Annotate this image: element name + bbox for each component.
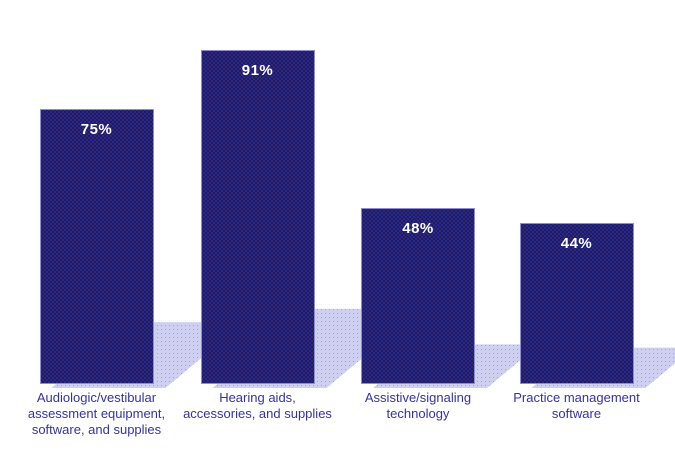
value-label: 44% bbox=[560, 234, 593, 252]
value-label: 75% bbox=[80, 120, 113, 138]
bar-hearing-aids: 91% bbox=[200, 50, 315, 384]
category-label-hearing-aids: Hearing aids, accessories, and supplies bbox=[183, 390, 332, 421]
category-label-practice-management: Practice management software bbox=[513, 390, 640, 421]
value-label: 48% bbox=[402, 219, 434, 237]
value-label: 91% bbox=[241, 62, 274, 80]
category-label-assistive-signaling: Assistive/signaling technology bbox=[364, 390, 472, 421]
bar-practice-management: 44% bbox=[519, 222, 634, 384]
bar-audiologic-vestibular: 75% bbox=[39, 108, 154, 384]
bar-assistive-signaling: 48% bbox=[361, 207, 475, 384]
category-label-audiologic-vestibular: Audiologic/vestibular assessment equipme… bbox=[27, 390, 166, 437]
